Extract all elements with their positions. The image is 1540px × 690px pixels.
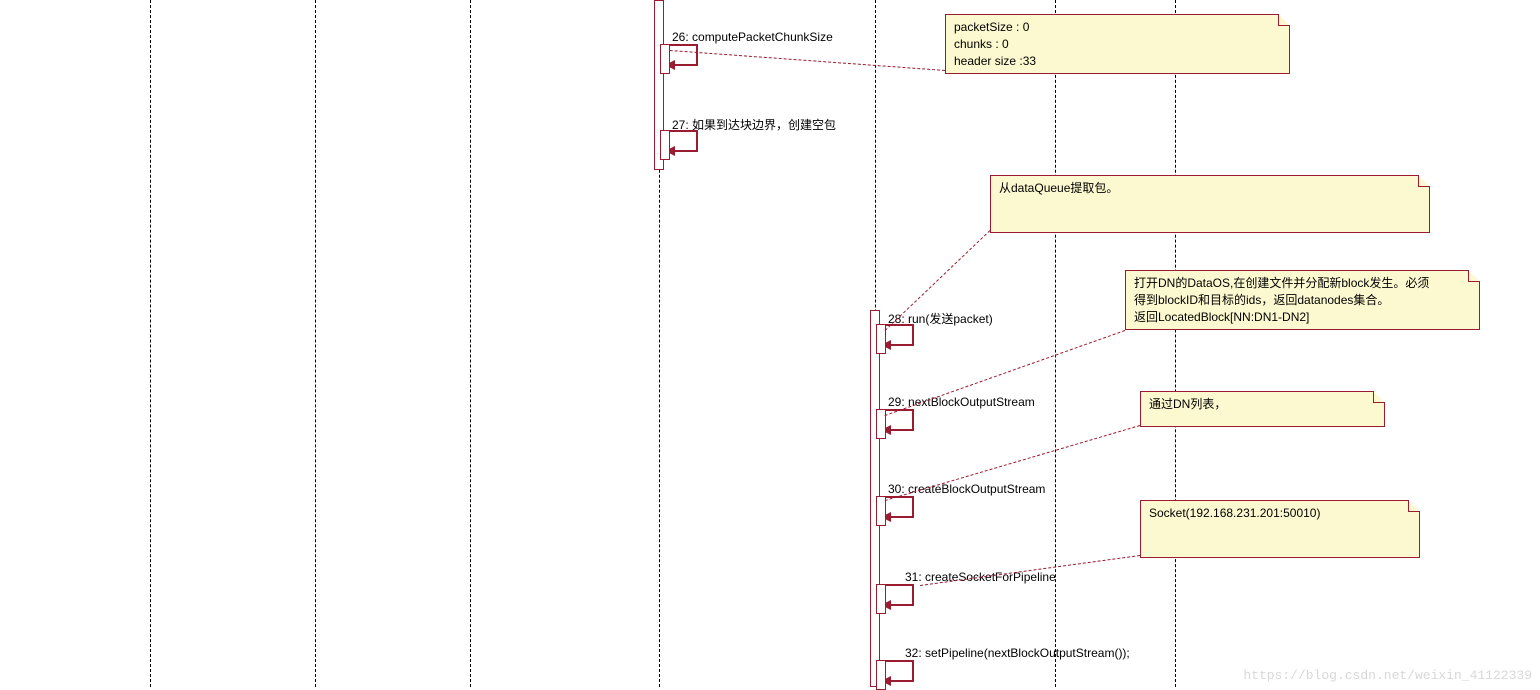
self-call-return-29 — [890, 429, 914, 431]
activation-msg-27 — [660, 130, 670, 160]
self-call-return-26 — [674, 64, 698, 66]
self-call-side-30 — [912, 496, 914, 518]
note-line: 返回LocatedBlock[NN:DN1-DN2] — [1134, 309, 1471, 326]
note-line: Socket(192.168.231.201:50010) — [1149, 505, 1411, 522]
note-n4: 通过DN列表， — [1140, 391, 1385, 427]
note-fold-icon — [1468, 270, 1480, 282]
message-label-30: 30: createBlockOutputStream — [888, 482, 1045, 496]
activation-msg-31 — [876, 584, 886, 614]
note-n1: packetSize : 0chunks : 0header size :33 — [945, 14, 1290, 74]
self-call-return-32 — [890, 680, 914, 682]
self-call-side-26 — [696, 44, 698, 66]
note-line: 通过DN列表， — [1149, 396, 1376, 413]
activation-msg-29 — [876, 409, 886, 439]
note-fold-icon — [1408, 500, 1420, 512]
activation-msg-32 — [876, 660, 886, 690]
self-call-side-27 — [696, 130, 698, 152]
note-n2: 从dataQueue提取包。 — [990, 175, 1430, 233]
self-call-return-27 — [674, 150, 698, 152]
self-call-side-28 — [912, 324, 914, 346]
message-label-26: 26: computePacketChunkSize — [672, 30, 833, 44]
self-call-side-31 — [912, 584, 914, 606]
note-fold-icon — [1373, 391, 1385, 403]
watermark: https://blog.csdn.net/weixin_41122339 — [1243, 668, 1532, 683]
message-label-32: 32: setPipeline(nextBlockOutputStream())… — [905, 646, 1130, 660]
note-n3: 打开DN的DataOS,在创建文件并分配新block发生。必须得到blockID… — [1125, 270, 1480, 330]
note-line: header size :33 — [954, 53, 1281, 70]
self-call-return-30 — [890, 516, 914, 518]
note-line: 打开DN的DataOS,在创建文件并分配新block发生。必须 — [1134, 275, 1471, 292]
self-call-side-32 — [912, 660, 914, 682]
self-call-return-31 — [890, 604, 914, 606]
note-line: packetSize : 0 — [954, 19, 1281, 36]
note-connector-n1 — [670, 50, 945, 71]
lifeline-3 — [470, 0, 471, 687]
note-line: 得到blockID和目标的ids，返回datanodes集合。 — [1134, 292, 1471, 309]
note-line: 从dataQueue提取包。 — [999, 180, 1421, 197]
lifeline-7 — [1175, 0, 1176, 687]
lifeline-1 — [150, 0, 151, 687]
activation-msg-26 — [660, 44, 670, 74]
lifeline-2 — [315, 0, 316, 687]
note-fold-icon — [1278, 14, 1290, 26]
note-n5: Socket(192.168.231.201:50010) — [1140, 500, 1420, 558]
self-call-return-28 — [890, 344, 914, 346]
note-fold-icon — [1418, 175, 1430, 187]
note-line: chunks : 0 — [954, 36, 1281, 53]
self-call-side-29 — [912, 409, 914, 431]
